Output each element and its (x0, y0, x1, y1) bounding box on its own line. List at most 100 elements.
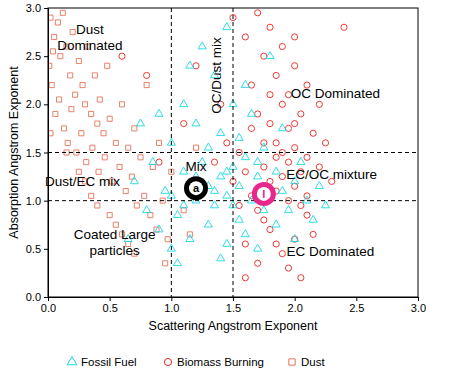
scatter-point (284, 206, 292, 213)
tick-mark (44, 201, 48, 202)
scatter-point (95, 203, 100, 208)
scatter-point (79, 131, 84, 136)
scatter-point (255, 10, 261, 16)
scatter-point (119, 102, 124, 107)
highlight-inner (257, 187, 271, 201)
reference-line (48, 200, 418, 201)
scatter-point (260, 206, 268, 213)
tick-mark (44, 104, 48, 105)
scatter-point (73, 92, 78, 97)
scatter-point (272, 167, 280, 174)
tick: 0.5 (26, 243, 48, 255)
scatter-point (68, 73, 73, 78)
tick: 3.0 (26, 2, 48, 14)
scatter-point (70, 30, 75, 35)
scatter-point (217, 129, 225, 136)
legend: Fossil FuelBiomass BurningDust (67, 356, 325, 368)
scatter-point (211, 159, 217, 165)
annotation: particles (89, 243, 140, 258)
scatter-point (150, 164, 155, 169)
annotation: OC/Dust mix (209, 37, 224, 114)
plot: aI0.00.51.01.52.02.53.00.00.51.01.52.02.… (26, 2, 426, 314)
scatter-point (303, 196, 311, 203)
scatter-point (304, 154, 310, 160)
scatter-point (278, 186, 286, 193)
tick: 1.5 (226, 297, 241, 314)
scatter-point (292, 145, 298, 151)
scatter-point (242, 34, 248, 40)
scatter-point (272, 220, 280, 227)
y-axis-title: Absorption Angstrom Exponent (7, 66, 21, 239)
scatter-point (292, 34, 298, 40)
scatter-point (149, 157, 157, 164)
scatter-point (105, 63, 110, 68)
scatter-point (155, 225, 163, 232)
scatter-point (107, 116, 112, 121)
scatter-point (235, 182, 243, 189)
scatter-point (279, 101, 285, 107)
scatter-point (285, 265, 291, 271)
annotation: Dominated (57, 38, 122, 53)
tick-label: 1.0 (164, 302, 179, 314)
axis-line (44, 9, 49, 298)
scatter-point (50, 49, 55, 54)
axis-line (49, 298, 419, 302)
scatter-point (316, 101, 322, 107)
series-2 (48, 10, 199, 266)
scatter-point (204, 143, 212, 150)
scatter-point (156, 140, 161, 145)
scatter-point (273, 154, 279, 160)
tick: 2.5 (26, 50, 48, 62)
scatter-point (223, 191, 231, 198)
scatter-point (134, 203, 139, 208)
scatter-point (117, 164, 122, 169)
tick-mark (171, 297, 172, 301)
scatter-point (255, 260, 261, 266)
scatter-point (322, 140, 328, 146)
scatter-point (248, 125, 254, 131)
scatter-point (309, 215, 317, 222)
scatter-point (89, 193, 94, 198)
chart: aI0.00.51.01.52.02.53.00.00.51.01.52.02.… (0, 0, 458, 376)
scatter-point (298, 275, 304, 281)
scatter-point (119, 53, 125, 59)
highlight-label: I (262, 188, 265, 200)
plot-frame (48, 8, 418, 297)
tick-mark (44, 8, 48, 9)
highlight (252, 182, 276, 206)
tick-label: 0.5 (26, 243, 41, 255)
legend-label: Dust (301, 356, 325, 368)
scatter-point (138, 155, 143, 160)
scatter-point (84, 160, 89, 165)
scatter-point (95, 121, 100, 126)
scatter-point (82, 102, 87, 107)
scatter-point (204, 220, 212, 227)
scatter-point (181, 208, 186, 213)
scatter-point (247, 109, 255, 116)
tick: 0.0 (26, 291, 48, 303)
scatter-point (241, 230, 249, 237)
legend-symbol (67, 356, 77, 364)
tick-label: 0.0 (26, 291, 41, 303)
tick-label: 2.5 (26, 50, 41, 62)
scatter-point (142, 193, 147, 198)
annotation: Coated Large (74, 227, 156, 242)
scatter-point (254, 244, 262, 251)
y-axis: 0.00.51.01.52.02.53.0 (26, 2, 49, 303)
scatter-point (192, 119, 200, 126)
tick: 0.0 (41, 297, 56, 314)
scatter-point (163, 261, 168, 266)
highlight (184, 176, 208, 200)
scatter-point (148, 213, 153, 218)
scatter-point (181, 121, 187, 127)
scatter-point (57, 97, 62, 102)
reference-line (48, 152, 418, 153)
scatter-point (132, 126, 137, 131)
scatter-point (173, 210, 181, 217)
scatter-point (76, 58, 81, 63)
scatter-point (60, 10, 65, 15)
annotation: EC/OC mixture (286, 167, 377, 182)
highlight-circle (184, 176, 208, 200)
data-layer (48, 8, 418, 297)
scatter-point (254, 172, 262, 179)
